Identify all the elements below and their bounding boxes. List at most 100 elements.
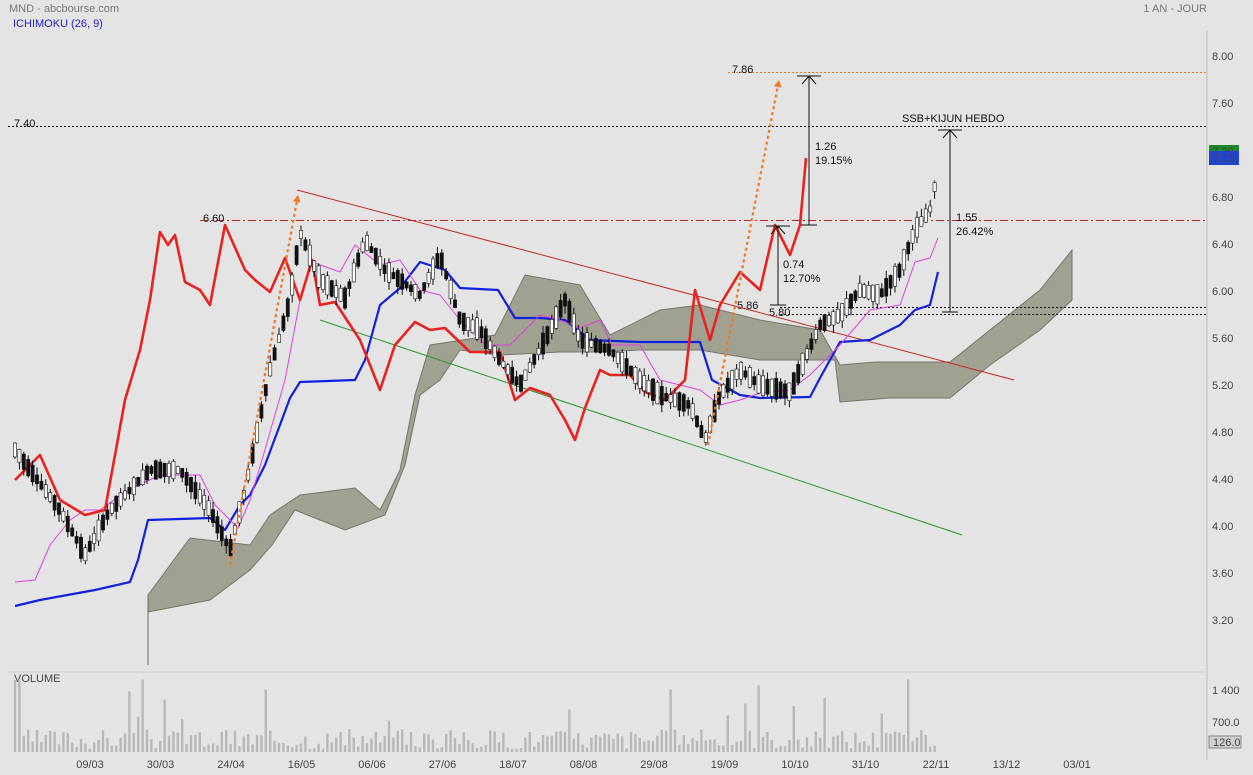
volume-bar — [128, 691, 131, 752]
candle-body — [316, 265, 321, 288]
candle-body — [250, 443, 255, 464]
candle-body — [849, 293, 853, 309]
candle-body — [17, 449, 22, 463]
candle-body — [338, 287, 343, 302]
volume-bar — [387, 720, 391, 752]
x-tick-label: 08/08 — [570, 759, 598, 771]
candle-body — [523, 369, 528, 381]
volume-bar — [418, 747, 421, 752]
volume-bar — [687, 743, 690, 752]
last-price-tag — [1209, 151, 1239, 165]
volume-bar — [722, 745, 725, 752]
volume-bar — [471, 743, 474, 752]
volume-bar — [159, 740, 162, 752]
volume-bar — [392, 737, 395, 752]
volume-bar — [753, 747, 756, 752]
candle-body — [893, 265, 897, 287]
candle-body — [404, 281, 409, 289]
volume-bar — [198, 732, 201, 752]
candle-body — [549, 319, 554, 334]
candle-body — [585, 332, 589, 353]
candle-body — [96, 519, 101, 542]
volume-bar — [731, 744, 734, 752]
volume-bar — [700, 729, 703, 752]
move1-value: 1.26 — [815, 141, 836, 153]
y-tick-label: 3.60 — [1212, 568, 1233, 580]
x-tick-label: 24/04 — [217, 759, 245, 771]
candle-body — [703, 432, 708, 443]
x-tick-label: 18/07 — [499, 759, 527, 771]
volume-bar — [365, 743, 369, 752]
chart-header-symbol: MND - abcbourse.com — [9, 3, 120, 15]
candle-body — [862, 284, 867, 298]
volume-bar — [260, 735, 263, 752]
volume-bar — [484, 744, 487, 752]
volume-bar — [933, 745, 936, 752]
volume-bar — [194, 734, 197, 752]
move3-pct: 26.42% — [956, 226, 994, 238]
candle-body — [888, 275, 893, 289]
candle-body — [202, 494, 207, 510]
volume-bar — [638, 737, 641, 752]
candle-body — [835, 308, 840, 324]
candle-body — [866, 285, 871, 300]
y-tick-label: 5.20 — [1212, 380, 1233, 392]
volume-bar — [374, 732, 377, 752]
candle-body — [756, 374, 761, 394]
x-tick-label: 30/03 — [147, 759, 175, 771]
volume-bar — [216, 745, 219, 752]
candle-body — [114, 495, 119, 512]
candle-body — [483, 328, 488, 349]
volume-bar — [238, 746, 241, 752]
candle-body — [457, 311, 462, 325]
volume-bar — [40, 741, 43, 752]
candle-body — [79, 536, 83, 559]
candle-body — [439, 252, 444, 270]
volume-bar — [572, 738, 575, 752]
candle-body — [237, 501, 242, 524]
candle-body — [140, 469, 145, 485]
volume-bar — [783, 746, 787, 752]
candle-body — [871, 284, 875, 302]
volume-bar — [137, 716, 140, 752]
candle-body — [299, 230, 303, 239]
volume-bar — [682, 735, 685, 752]
candle-body — [35, 474, 39, 485]
volume-bar — [625, 748, 628, 752]
volume-bar — [110, 745, 113, 752]
candle-body — [206, 500, 211, 516]
volume-bar — [321, 748, 325, 752]
volume-bar — [841, 731, 844, 752]
candle-body — [505, 364, 510, 375]
volume-bar — [49, 731, 52, 752]
volume-bar — [629, 731, 633, 752]
candle-body — [651, 378, 655, 401]
candle-body — [369, 246, 374, 253]
volume-bar — [44, 735, 47, 752]
candle-body — [347, 281, 352, 289]
candle-body — [501, 360, 506, 368]
volume-bar — [132, 732, 135, 752]
volume-bar — [519, 748, 523, 752]
volume-bar — [119, 737, 122, 752]
candle-body — [123, 490, 127, 500]
candle-body — [224, 538, 229, 547]
volume-bar — [27, 729, 30, 752]
candle-body — [778, 381, 783, 399]
y-tick-label: 8.00 — [1212, 51, 1233, 63]
volume-bar — [154, 747, 157, 752]
candle-body — [145, 465, 149, 481]
candle-body — [307, 244, 312, 267]
volume-bar — [876, 747, 879, 752]
candle-body — [87, 540, 92, 552]
volume-bar — [220, 731, 223, 752]
volume-bar — [62, 732, 65, 752]
x-tick-label: 29/08 — [640, 759, 668, 771]
candle-body — [611, 349, 616, 358]
candle-body — [475, 317, 479, 340]
volume-bar — [167, 736, 171, 752]
x-tick-label: 13/12 — [993, 759, 1021, 771]
volume-bar — [423, 733, 426, 752]
candle-body — [21, 453, 26, 470]
candle-body — [664, 392, 669, 402]
